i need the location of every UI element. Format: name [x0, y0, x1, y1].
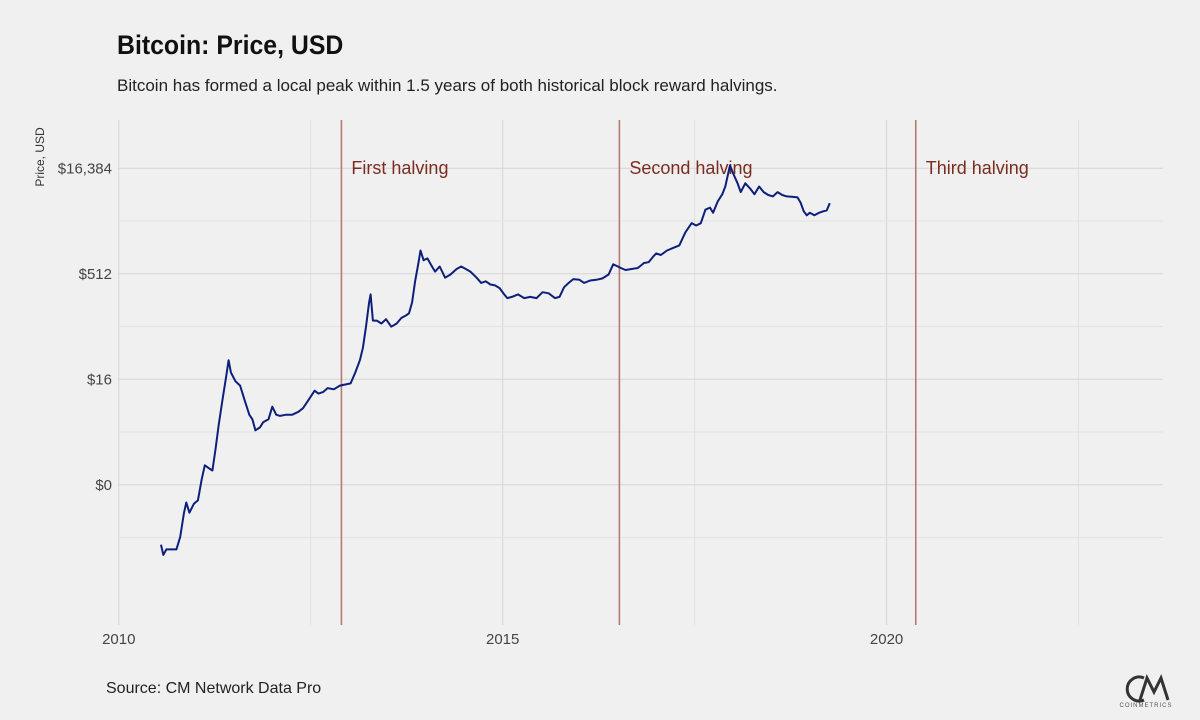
x-tick-label: 2015 [486, 631, 519, 648]
y-tick-label: $16,384 [58, 160, 112, 177]
chart-subtitle: Bitcoin has formed a local peak within 1… [117, 76, 778, 95]
grid-lines [118, 120, 1163, 625]
x-tick-label: 2020 [870, 631, 903, 648]
halving-label: First halving [351, 158, 448, 178]
price-series [160, 164, 831, 556]
halving-lines: First halving Second halving Third halving [340, 120, 1029, 625]
halving-label: Third halving [926, 158, 1029, 178]
price-line [160, 164, 831, 556]
y-tick-label: $16 [87, 371, 112, 388]
x-tick-labels: 2010 2015 2020 [102, 631, 903, 648]
halving-label: Second halving [629, 158, 752, 178]
source-caption: Source: CM Network Data Pro [106, 680, 322, 697]
y-tick-labels: $0 $16 $512 $16,384 [58, 160, 112, 494]
y-tick-label: $512 [79, 266, 112, 283]
logo-wordmark: COINMETRICS [1119, 703, 1173, 709]
y-tick-label: $0 [95, 477, 112, 494]
chart-title: Bitcoin: Price, USD [117, 30, 344, 60]
x-tick-label: 2010 [102, 631, 135, 648]
coinmetrics-logo-icon [1125, 674, 1170, 703]
